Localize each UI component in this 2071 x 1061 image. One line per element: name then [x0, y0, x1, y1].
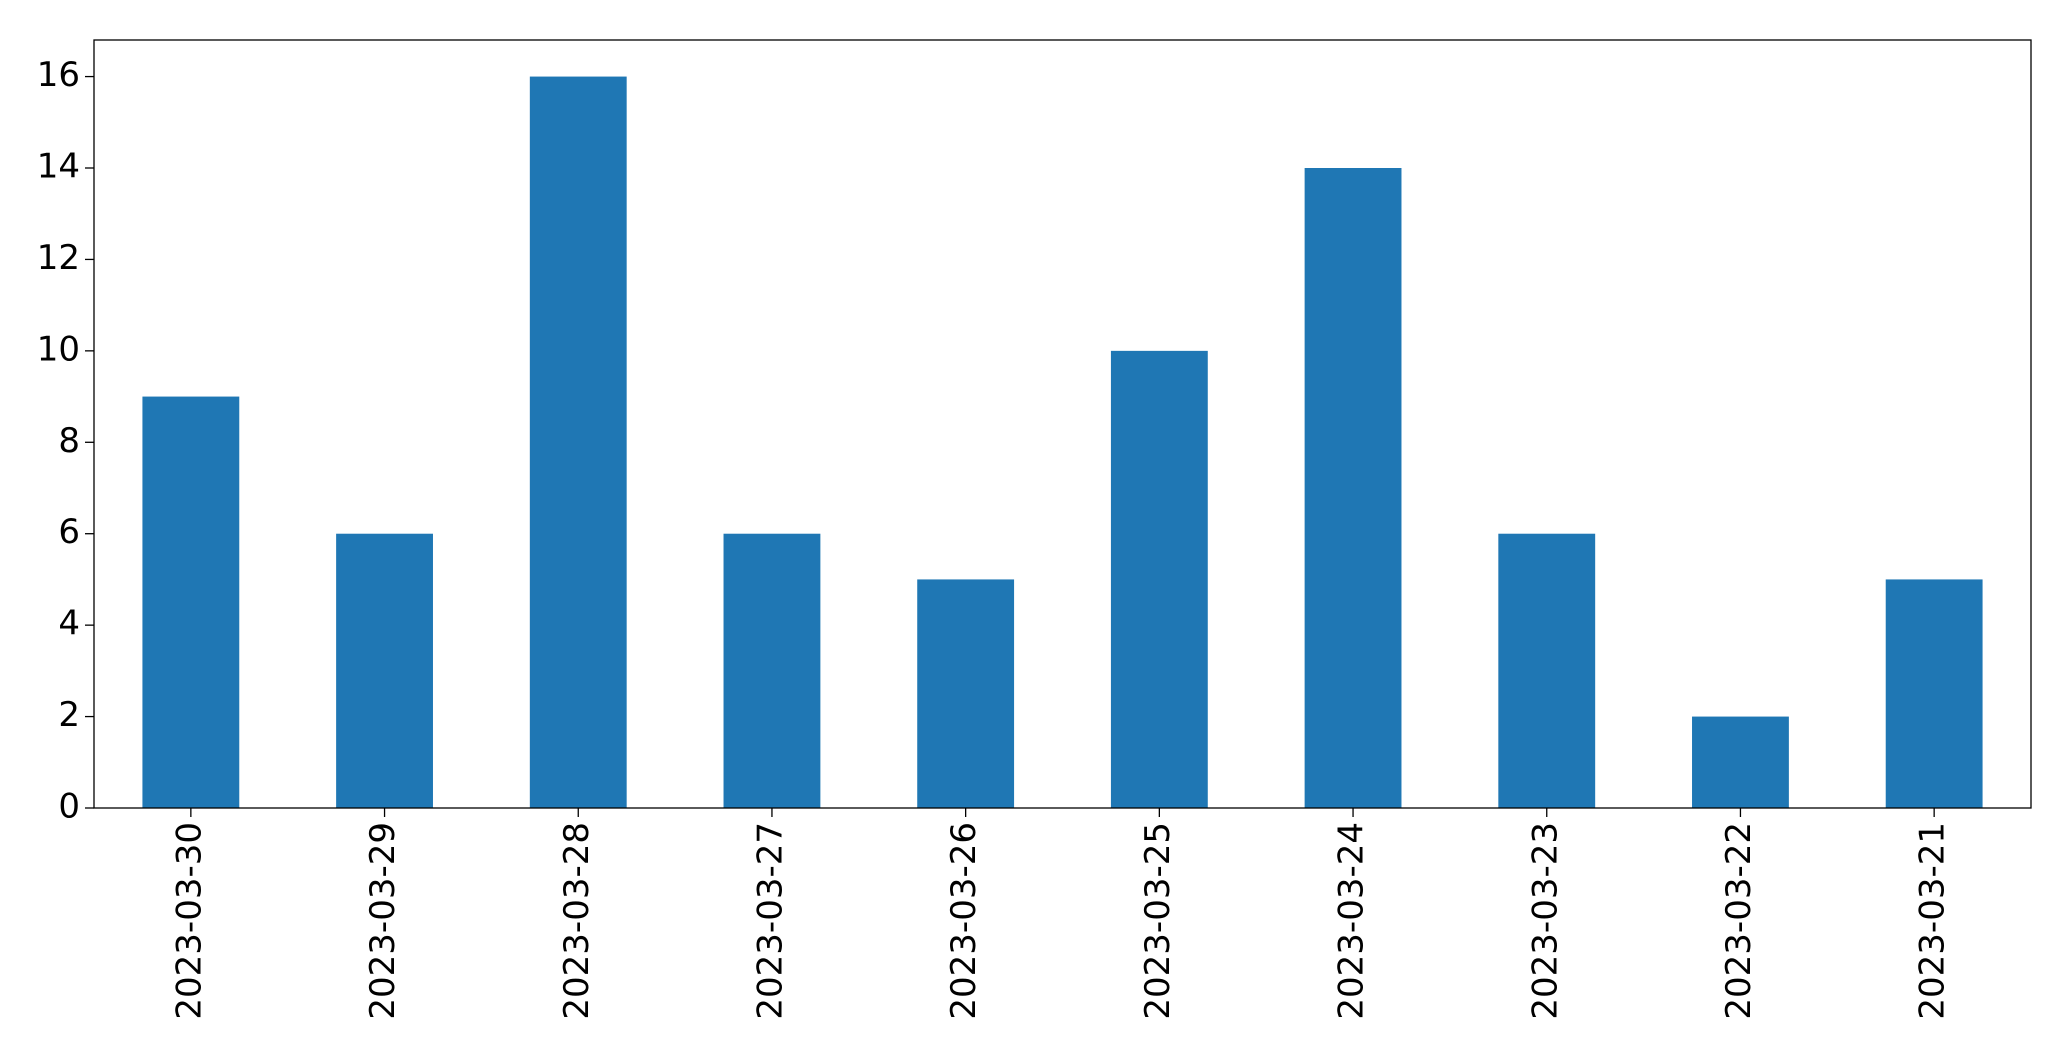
x-tick-label: 2023-03-22: [1719, 822, 1759, 1020]
y-tick-label: 8: [58, 421, 80, 461]
bar: [917, 579, 1015, 808]
bar: [1498, 533, 1596, 808]
y-tick-label: 10: [37, 329, 80, 369]
y-tick-label: 12: [37, 238, 80, 278]
bar: [1304, 168, 1402, 808]
x-tick-label: 2023-03-24: [1332, 822, 1372, 1020]
bar: [529, 76, 627, 809]
y-tick-label: 6: [58, 512, 80, 552]
x-tick-label: 2023-03-25: [1138, 822, 1178, 1020]
x-tick-label: 2023-03-30: [169, 822, 209, 1020]
bar: [723, 533, 821, 808]
x-tick-label: 2023-03-23: [1525, 822, 1565, 1020]
y-tick-label: 0: [58, 787, 80, 827]
x-tick-label: 2023-03-28: [557, 822, 597, 1020]
x-tick-label: 2023-03-29: [363, 822, 403, 1020]
bar: [1692, 716, 1789, 808]
plot-frame: [93, 39, 2032, 809]
y-tick-label: 4: [58, 604, 80, 644]
y-tick-label: 2: [58, 695, 80, 735]
bar: [142, 396, 240, 808]
bar: [1110, 350, 1208, 808]
y-tick-label: 14: [37, 147, 80, 187]
x-tick-label: 2023-03-27: [750, 822, 790, 1020]
bar: [1885, 579, 1983, 808]
x-tick-label: 2023-03-21: [1913, 822, 1953, 1020]
bar: [336, 533, 433, 808]
x-tick-label: 2023-03-26: [944, 822, 984, 1020]
y-tick-label: 16: [37, 55, 80, 95]
